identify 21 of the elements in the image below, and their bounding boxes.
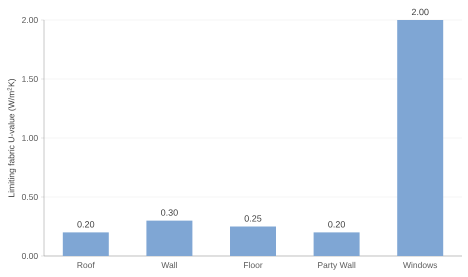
data-label: 2.00 <box>412 8 429 16</box>
y-axis-title: Limiting fabric U-value (W/m$^{2}$K) <box>7 79 16 197</box>
data-label: 0.25 <box>244 215 262 222</box>
y-tick-label: 2.00 <box>22 17 38 24</box>
x-tick-label: Wall <box>161 262 177 268</box>
x-tick-label: Party Wall <box>318 262 356 270</box>
bar <box>314 232 360 256</box>
x-tick-label: Roof <box>78 262 95 268</box>
y-tick-label: 0.00 <box>22 253 38 260</box>
data-label: 0.30 <box>160 209 178 216</box>
y-tick-label: 1.50 <box>22 76 38 82</box>
data-label: 0.20 <box>328 221 346 228</box>
y-tick-label: 0.50 <box>22 194 38 200</box>
bar <box>146 220 192 256</box>
bar <box>230 226 276 256</box>
x-tick-label: Windows <box>402 262 438 268</box>
data-label: 0.20 <box>77 221 94 228</box>
bar <box>397 20 444 256</box>
bar <box>62 232 109 256</box>
x-tick-label: Floor <box>244 262 263 268</box>
y-tick-label: 1.00 <box>22 135 38 142</box>
